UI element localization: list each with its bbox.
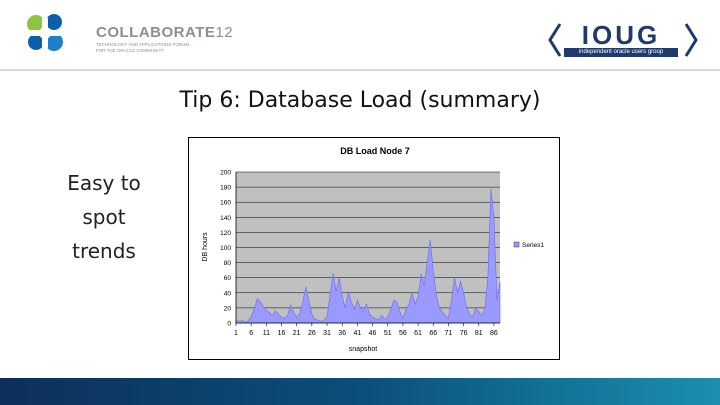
event-tagline: TECHNOLOGY AND APPLICATIONS FORUM FOR TH…: [96, 42, 190, 53]
x-tick-label: 41: [353, 330, 361, 337]
collaborate-logo-icon: [27, 14, 63, 51]
side-text-line-1: Easy to: [67, 171, 141, 195]
x-tick-label: 46: [369, 330, 377, 337]
x-tick-label: 6: [249, 330, 253, 337]
series-area: [235, 188, 501, 324]
x-tick-label: 51: [384, 330, 392, 337]
db-load-chart: DB Load Node 7 0 20 40 60 80 100 120 140 160 180 2…: [188, 137, 560, 360]
y-axis-label: DB hours: [202, 232, 209, 262]
y-tick-label: 180: [220, 185, 231, 192]
y-tick-label: 60: [224, 275, 232, 282]
y-tick-label: 140: [220, 215, 231, 222]
ioug-tagline: independent oracle users group: [564, 48, 678, 57]
y-tick-label: 120: [220, 230, 231, 237]
y-tick-label: 100: [220, 245, 231, 252]
x-tick-label: 81: [475, 330, 483, 337]
x-tick-label: 1: [234, 330, 238, 337]
event-name: COLLABORATE12: [96, 24, 234, 41]
x-tick-label: 86: [490, 330, 498, 337]
y-tick-label: 160: [220, 200, 231, 207]
x-tick-label: 76: [460, 330, 468, 337]
x-tick-label: 16: [278, 330, 286, 337]
y-tick-label: 40: [224, 290, 232, 297]
legend-label: Series1: [522, 242, 544, 249]
footer-bar: [0, 378, 720, 405]
x-tick-label: 21: [293, 330, 301, 337]
y-tick-label: 20: [224, 305, 232, 312]
y-tick-label: 80: [224, 260, 232, 267]
y-tick-label: 200: [220, 170, 231, 177]
x-tick-label: 36: [338, 330, 346, 337]
side-text-line-3: trends: [72, 239, 136, 263]
side-text: Easy to spot trends: [58, 166, 150, 268]
x-tick-label: 11: [263, 330, 270, 337]
x-tick-label: 71: [445, 330, 453, 337]
x-tick-label: 66: [429, 330, 437, 337]
x-tick-label: 31: [323, 330, 331, 337]
legend: Series1: [513, 241, 544, 249]
x-tick-label: 56: [399, 330, 407, 337]
x-tick-label: 61: [414, 330, 422, 337]
slide-title: Tip 6: Database Load (summary): [179, 88, 541, 113]
ioug-bracket-icon: [548, 23, 698, 57]
slide-header: COLLABORATE12 TECHNOLOGY AND APPLICATION…: [0, 0, 720, 70]
y-tick-label: 0: [227, 321, 231, 328]
side-text-line-2: spot: [82, 205, 126, 229]
x-axis-label: snapshot: [349, 346, 377, 353]
chart-title: DB Load Node 7: [340, 146, 410, 156]
header-divider: [0, 69, 720, 71]
legend-swatch: [513, 241, 520, 248]
chart-svg: DB Load Node 7 0 20 40 60 80 100 120 140 160 180 2…: [188, 137, 560, 360]
x-tick-label: 26: [308, 330, 316, 337]
ioug-logo-text: IOUG: [581, 20, 661, 50]
